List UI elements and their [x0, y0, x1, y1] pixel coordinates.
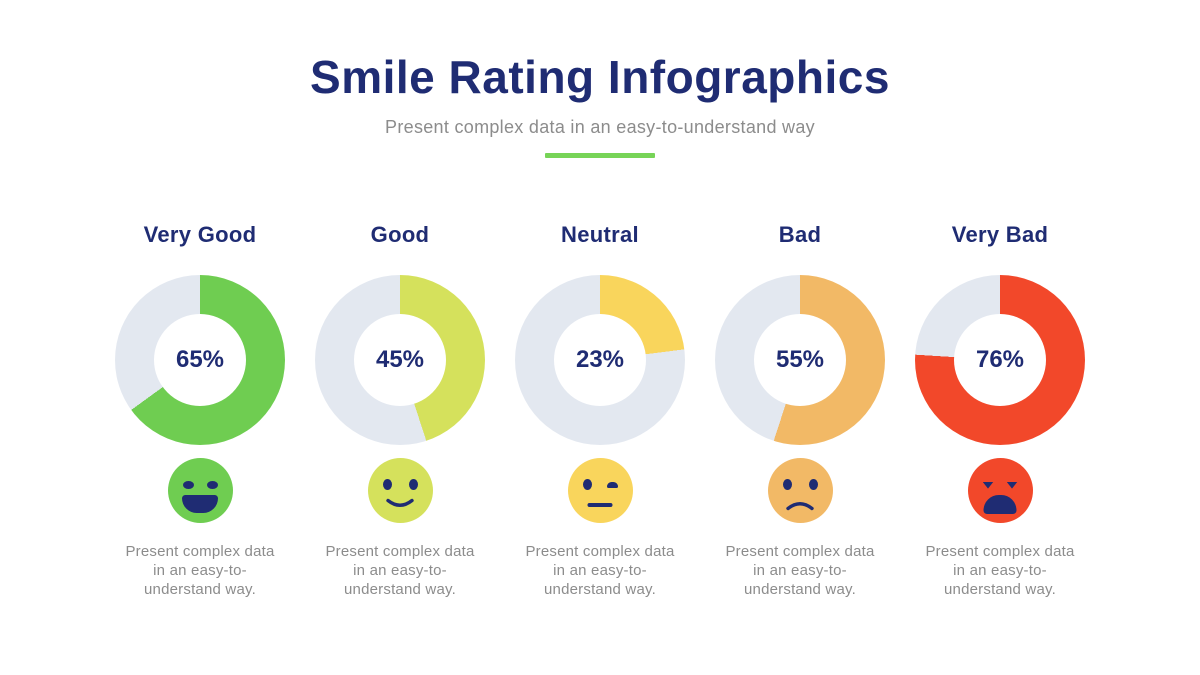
rating-card-very-good: Very Good 65% Present complex data in an…: [100, 222, 300, 599]
header: Smile Rating Infographics Present comple…: [0, 0, 1200, 158]
frown-mouth-icon: [786, 501, 814, 510]
grin-mouth-icon: [182, 494, 218, 513]
donut-chart-bad: 55%: [715, 274, 885, 445]
donut-hole: 45%: [354, 313, 446, 406]
rating-description: Present complex data in an easy-to- unde…: [925, 542, 1075, 598]
rating-card-neutral: Neutral 23% Present complex data in an e…: [500, 222, 700, 599]
face-left-eye-icon: [182, 480, 194, 489]
face-left-eye-icon: [782, 478, 792, 490]
rating-description: Present complex data in an easy-to- unde…: [725, 542, 875, 598]
face-right-eye-icon: [408, 478, 418, 490]
donut-percentage: 55%: [775, 345, 825, 373]
rating-card-bad: Bad 55% Present complex data in an easy-…: [700, 222, 900, 599]
donut-hole: 55%: [754, 313, 846, 406]
face-left-eye-icon: [982, 481, 994, 489]
face-right-eye-icon: [606, 481, 618, 488]
donut-percentage: 23%: [575, 345, 625, 373]
rating-label: Good: [370, 221, 430, 247]
smiling-face-icon: [367, 457, 433, 523]
rating-label: Neutral: [561, 221, 639, 247]
rating-card-very-bad: Very Bad 76% Present complex data in an …: [900, 222, 1100, 599]
page-title: Smile Rating Infographics: [310, 51, 890, 103]
donut-chart-very-good: 65%: [115, 274, 285, 445]
donut-percentage: 65%: [175, 345, 225, 373]
title-underline-decoration: [545, 152, 655, 158]
neutral-mouth-icon: [587, 502, 613, 507]
page-subtitle: Present complex data in an easy-to-under…: [385, 116, 815, 137]
face-left-eye-icon: [382, 478, 392, 490]
donut-percentage: 76%: [975, 345, 1025, 373]
smile-mouth-icon: [386, 498, 414, 507]
neutral-face-icon: [567, 457, 633, 523]
donut-chart-neutral: 23%: [515, 274, 685, 445]
grinning-face-icon: [167, 457, 233, 523]
donut-hole: 76%: [954, 313, 1046, 406]
rating-description: Present complex data in an easy-to- unde…: [325, 542, 475, 598]
rating-description: Present complex data in an easy-to- unde…: [125, 542, 275, 598]
rating-label: Very Bad: [951, 221, 1049, 247]
face-right-eye-icon: [206, 480, 218, 489]
donut-percentage: 45%: [375, 345, 425, 373]
ratings-row: Very Good 65% Present complex data in an…: [100, 222, 1100, 599]
rating-label: Bad: [778, 221, 822, 247]
rating-card-good: Good 45% Present complex data in an easy…: [300, 222, 500, 599]
sad-face-icon: [767, 457, 833, 523]
donut-chart-good: 45%: [315, 274, 485, 445]
donut-hole: 65%: [154, 313, 246, 406]
donut-hole: 23%: [554, 313, 646, 406]
face-right-eye-icon: [808, 478, 818, 490]
frowning-face-icon: [967, 457, 1033, 523]
rating-label: Very Good: [143, 221, 257, 247]
face-left-eye-icon: [582, 478, 592, 490]
rating-description: Present complex data in an easy-to- unde…: [525, 542, 675, 598]
face-right-eye-icon: [1006, 481, 1018, 489]
open-frown-mouth-icon: [983, 494, 1017, 514]
donut-chart-very-bad: 76%: [915, 274, 1085, 445]
